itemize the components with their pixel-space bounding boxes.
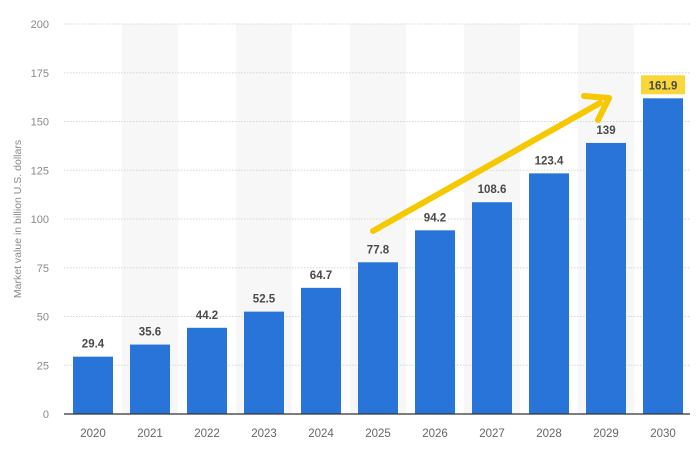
value-label: 29.4 (82, 339, 105, 351)
value-label: 94.2 (424, 212, 446, 224)
bar (187, 327, 227, 414)
x-tick-label: 2030 (650, 428, 676, 440)
bar (73, 356, 113, 414)
bar (415, 230, 455, 414)
value-label: 35.6 (139, 327, 161, 339)
value-label: 44.2 (196, 310, 218, 322)
value-label: 139 (596, 125, 615, 137)
x-tick-label: 2028 (536, 428, 562, 440)
bar (244, 311, 284, 414)
y-tick-label: 175 (31, 68, 49, 80)
x-tick-label: 2029 (593, 428, 619, 440)
x-tick-label: 2026 (422, 428, 448, 440)
bar (472, 202, 512, 414)
value-label: 64.7 (310, 270, 332, 282)
y-tick-label: 200 (31, 19, 49, 31)
bar (586, 142, 626, 414)
bar (358, 262, 398, 414)
x-tick-label: 2021 (137, 428, 163, 440)
bars (73, 98, 683, 415)
bar (130, 344, 170, 414)
y-tick-label: 75 (37, 263, 49, 275)
value-label: 161.9 (649, 80, 678, 92)
value-label: 123.4 (535, 155, 564, 167)
y-tick-label: 100 (31, 214, 49, 226)
y-tick-label: 0 (43, 409, 49, 421)
value-label: 108.6 (478, 184, 507, 196)
y-tick-label: 25 (37, 360, 49, 372)
bar (301, 287, 341, 414)
y-tick-label: 125 (31, 165, 49, 177)
bar (643, 98, 683, 415)
value-labels: 29.4 35.6 44.2 52.5 64.7 77.8 94.2 108.6 123.4 13… (82, 75, 685, 351)
x-tick-label: 2024 (308, 428, 334, 440)
value-label: 77.8 (367, 244, 390, 256)
x-axis-ticks: 2020 2021 2022 2023 2024 2025 2026 2027 2028 2029… (80, 428, 676, 440)
x-tick-label: 2020 (80, 428, 106, 440)
trend-arrow-icon (370, 93, 612, 234)
y-axis-ticks: 0 25 50 75 100 125 150 175 200 (31, 19, 49, 421)
value-label: 52.5 (253, 294, 276, 306)
bar (529, 173, 569, 414)
y-tick-label: 50 (37, 312, 49, 324)
highlight-badge (641, 75, 685, 95)
y-axis-label: Market value in billion U.S. dollars (12, 140, 24, 298)
x-tick-label: 2022 (194, 428, 220, 440)
x-tick-label: 2023 (251, 428, 277, 440)
x-tick-label: 2027 (479, 428, 505, 440)
x-tick-label: 2025 (365, 428, 391, 440)
y-tick-label: 150 (31, 117, 49, 129)
